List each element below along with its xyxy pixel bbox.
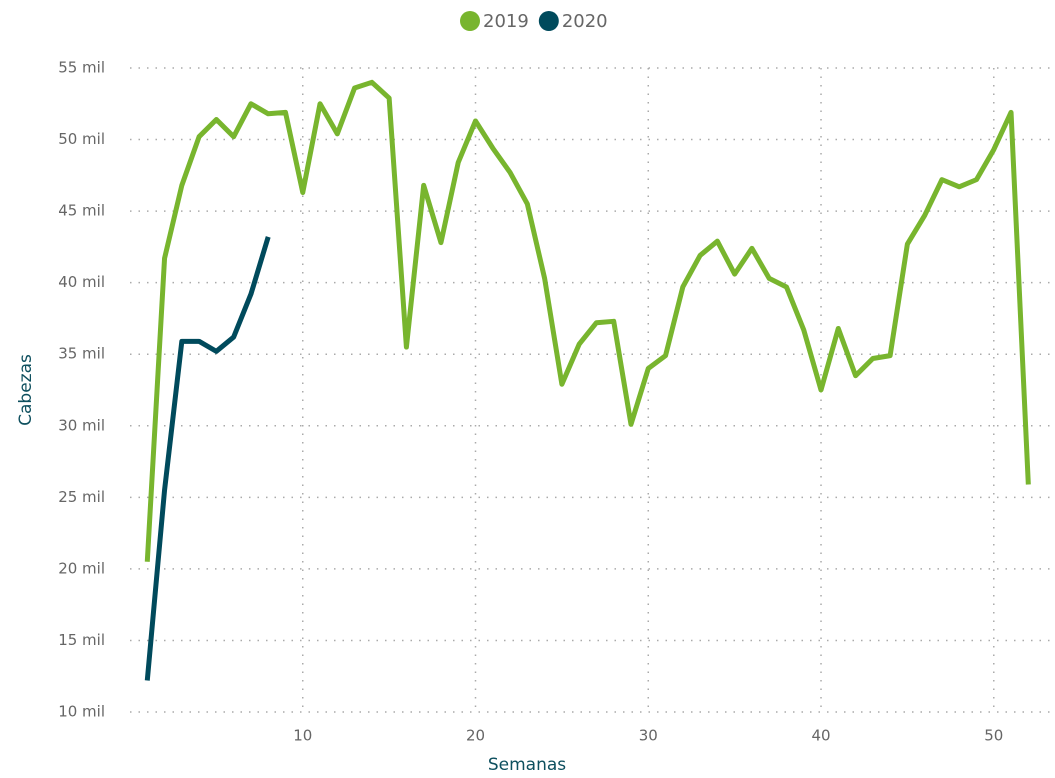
x-tick-label: 20 [466, 727, 485, 745]
series-line [144, 236, 271, 681]
legend-marker [460, 11, 480, 31]
y-tick-label: 55 mil [58, 59, 105, 77]
y-axis-title: Cabezas [16, 354, 36, 426]
x-tick-label: 30 [639, 727, 658, 745]
x-axis-title: Semanas [488, 755, 566, 775]
legend-label: 2019 [483, 11, 529, 32]
y-tick-label: 20 mil [58, 559, 105, 577]
series-line [144, 79, 1031, 562]
y-tick-label: 45 mil [58, 202, 105, 220]
y-tick-label: 50 mil [58, 130, 105, 148]
x-tick-label: 40 [811, 727, 830, 745]
y-tick-label: 25 mil [58, 488, 105, 506]
y-tick-label: 35 mil [58, 345, 105, 363]
y-tick-label: 15 mil [58, 631, 105, 649]
legend-marker [538, 11, 559, 31]
y-tick-label: 10 mil [58, 703, 105, 721]
x-tick-label: 10 [293, 727, 312, 745]
y-tick-label: 30 mil [58, 416, 105, 434]
legend-label: 2020 [562, 11, 608, 32]
y-tick-label: 40 mil [58, 273, 105, 291]
x-tick-label: 50 [984, 727, 1003, 745]
